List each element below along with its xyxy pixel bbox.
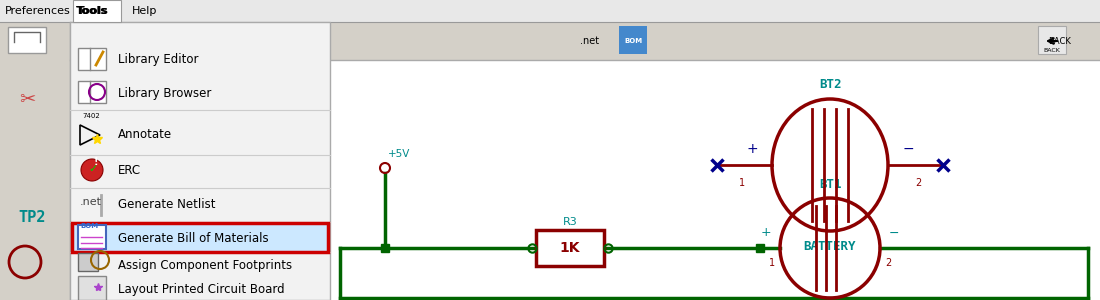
Text: 2: 2 [915,178,921,188]
Text: −: − [902,142,914,156]
Text: Generate Bill of Materials: Generate Bill of Materials [118,232,268,244]
Text: 1: 1 [769,258,776,268]
Bar [78,48,106,70]
Text: +5V: +5V [388,149,410,159]
Text: BT2: BT2 [818,77,842,91]
Bar [73,0,121,22]
Bar [536,230,604,266]
Text: Library Editor: Library Editor [118,53,198,67]
Text: Tools: Tools [77,6,109,16]
Bar [72,223,328,252]
Text: 1K: 1K [560,241,581,255]
Bar [8,27,46,53]
Text: BT1: BT1 [818,178,842,190]
Text: Preferences: Preferences [6,6,70,16]
Bar [70,22,1100,60]
Text: Generate Netlist: Generate Netlist [118,199,216,212]
Text: .net: .net [581,36,600,46]
Bar [0,0,1100,22]
Bar [70,60,1100,300]
Text: +: + [761,226,771,239]
Text: −: − [889,226,900,239]
Text: Assign Component Footprints: Assign Component Footprints [118,259,293,272]
Text: !: ! [94,157,99,167]
Text: BOM: BOM [80,223,98,229]
Text: BACK: BACK [1048,37,1071,46]
Bar [78,276,106,300]
Text: Annotate: Annotate [118,128,172,142]
Bar [0,22,70,300]
Bar [619,26,647,54]
Text: .net: .net [80,197,102,207]
Text: 1: 1 [739,178,745,188]
Text: ✓: ✓ [88,164,98,174]
Text: Help: Help [132,6,157,16]
Text: ERC: ERC [118,164,141,176]
Text: TP2: TP2 [18,211,45,226]
Text: Tools: Tools [76,6,108,16]
Text: Library Browser: Library Browser [118,86,211,100]
Circle shape [81,159,103,181]
Bar [70,22,330,300]
Bar [1038,26,1066,54]
Bar [330,60,1100,300]
Text: 7402: 7402 [82,113,100,119]
Text: R3: R3 [562,217,578,227]
Text: +: + [746,142,758,156]
Text: BOM: BOM [624,38,642,44]
Bar [78,253,98,271]
Text: ✂: ✂ [19,91,35,110]
Bar [78,81,106,103]
Text: 2: 2 [884,258,891,268]
Bar [78,225,106,249]
Text: Layout Printed Circuit Board: Layout Printed Circuit Board [118,283,285,296]
Text: BATTERY: BATTERY [804,241,856,254]
Text: BACK: BACK [1044,49,1060,53]
